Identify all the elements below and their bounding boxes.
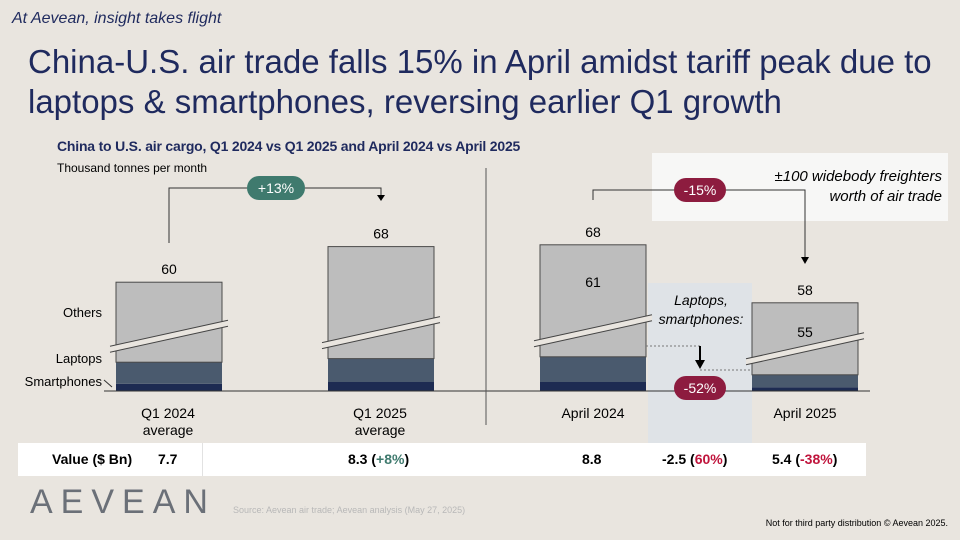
- axis-break-line: [745, 332, 865, 360]
- value-row-label: Value ($ Bn): [52, 451, 133, 467]
- side-label-line-2: smartphones:: [658, 311, 744, 327]
- bar-others: [327, 246, 435, 360]
- value-tail: ): [722, 451, 728, 467]
- freighter-note-line-2: worth of air trade: [829, 188, 942, 205]
- total-label: 58: [797, 282, 813, 298]
- value-cell-laptops-change: -2.5 (60%): [662, 451, 727, 467]
- source-note: Source: Aevean air trade; Aevean analysi…: [233, 505, 466, 515]
- total-label: 68: [585, 224, 601, 240]
- axis-break-gap: [110, 320, 228, 353]
- aevean-logo: AEVEAN: [30, 483, 216, 521]
- arrow-head: [695, 360, 705, 369]
- bar-laptops: [540, 356, 646, 382]
- bar-laptops: [328, 358, 434, 382]
- axis-break-gap: [746, 332, 864, 365]
- chart-unit: Thousand tonnes per month: [57, 161, 208, 175]
- value-main: 7.7: [158, 451, 178, 467]
- side-label-line-1: Laptops,: [674, 292, 728, 308]
- legend-smartphones: Smartphones: [24, 374, 102, 389]
- legend-others: Others: [62, 305, 102, 320]
- bar-smartphones: [752, 387, 858, 391]
- bar-others: [115, 281, 223, 363]
- value-main: 8.3 (: [348, 451, 377, 467]
- axis-break-line: [109, 325, 229, 353]
- value-row-divider: [202, 443, 203, 476]
- tagline: At Aevean, insight takes flight: [12, 10, 222, 27]
- category-label-line: April 2024: [561, 405, 625, 421]
- bar-smartphones: [328, 382, 434, 391]
- arrow-head: [377, 195, 385, 201]
- category-label-line: Q1 2024: [141, 405, 195, 421]
- others-label: 61: [585, 274, 601, 290]
- category-label-line: average: [142, 422, 194, 438]
- value-main: 8.8: [582, 451, 602, 467]
- axis-break-line: [745, 338, 865, 366]
- bar-laptops: [752, 374, 858, 388]
- value-tail: ): [404, 451, 410, 467]
- decline-connector: [592, 189, 806, 258]
- value-main: 5.4 (: [772, 451, 801, 467]
- arrow-head: [801, 257, 809, 264]
- laptops-decline-pill: -52%: [674, 376, 726, 400]
- laptops-smartphones-label: Laptops, smartphones:: [646, 291, 756, 329]
- axis-break-line: [109, 319, 229, 347]
- bar-smartphones: [540, 382, 646, 391]
- decline-pill: -15%: [674, 178, 726, 202]
- footer-disclaimer: Not for third party distribution © Aevea…: [765, 518, 948, 528]
- category-label-q1-2024: Q1 2024 average: [108, 405, 228, 439]
- value-main: -2.5 (: [662, 451, 695, 467]
- value-cell-q1-2024: 7.7: [158, 451, 177, 467]
- others-label: 55: [797, 324, 813, 340]
- legend-laptops: Laptops: [55, 351, 102, 366]
- axis-break-line: [533, 314, 653, 342]
- category-label-line: April 2025: [773, 405, 837, 421]
- category-label-line: Q1 2025: [353, 405, 407, 421]
- freighter-note-line-1: ±100 widebody freighters: [774, 168, 943, 185]
- value-change: +8%: [376, 451, 405, 467]
- value-cell-april-2025: 5.4 (-38%): [772, 451, 837, 467]
- value-tail: ): [832, 451, 838, 467]
- axis-break-line: [533, 320, 653, 348]
- axis-break-gap: [534, 314, 652, 347]
- category-label-line: average: [354, 422, 406, 438]
- category-label-april-2024: April 2024: [533, 405, 653, 422]
- freighter-note: ±100 widebody freighters worth of air tr…: [775, 167, 943, 207]
- axis-break-line: [321, 316, 441, 344]
- growth-connector: [168, 187, 382, 243]
- axis-break-gap: [322, 316, 440, 349]
- value-change: -38%: [800, 451, 833, 467]
- category-label-q1-2025: Q1 2025 average: [320, 405, 440, 439]
- category-label-april-2025: April 2025: [745, 405, 865, 422]
- total-label: 60: [161, 261, 177, 277]
- value-cell-april-2024: 8.8: [582, 451, 601, 467]
- value-change: 60%: [694, 451, 723, 467]
- growth-pill: +13%: [247, 176, 305, 200]
- legend-leader: [103, 379, 113, 388]
- chart-title: China to U.S. air cargo, Q1 2024 vs Q1 2…: [57, 138, 521, 154]
- bar-laptops: [116, 362, 222, 384]
- value-row: Value ($ Bn) 7.7 8.3 (+8%) 8.8 -2.5 (60%…: [18, 443, 866, 476]
- bar-smartphones: [116, 383, 222, 391]
- headline: China-U.S. air trade falls 15% in April …: [28, 43, 932, 120]
- value-cell-q1-2025: 8.3 (+8%): [348, 451, 409, 467]
- axis-break-line: [321, 322, 441, 350]
- total-label: 68: [373, 226, 389, 242]
